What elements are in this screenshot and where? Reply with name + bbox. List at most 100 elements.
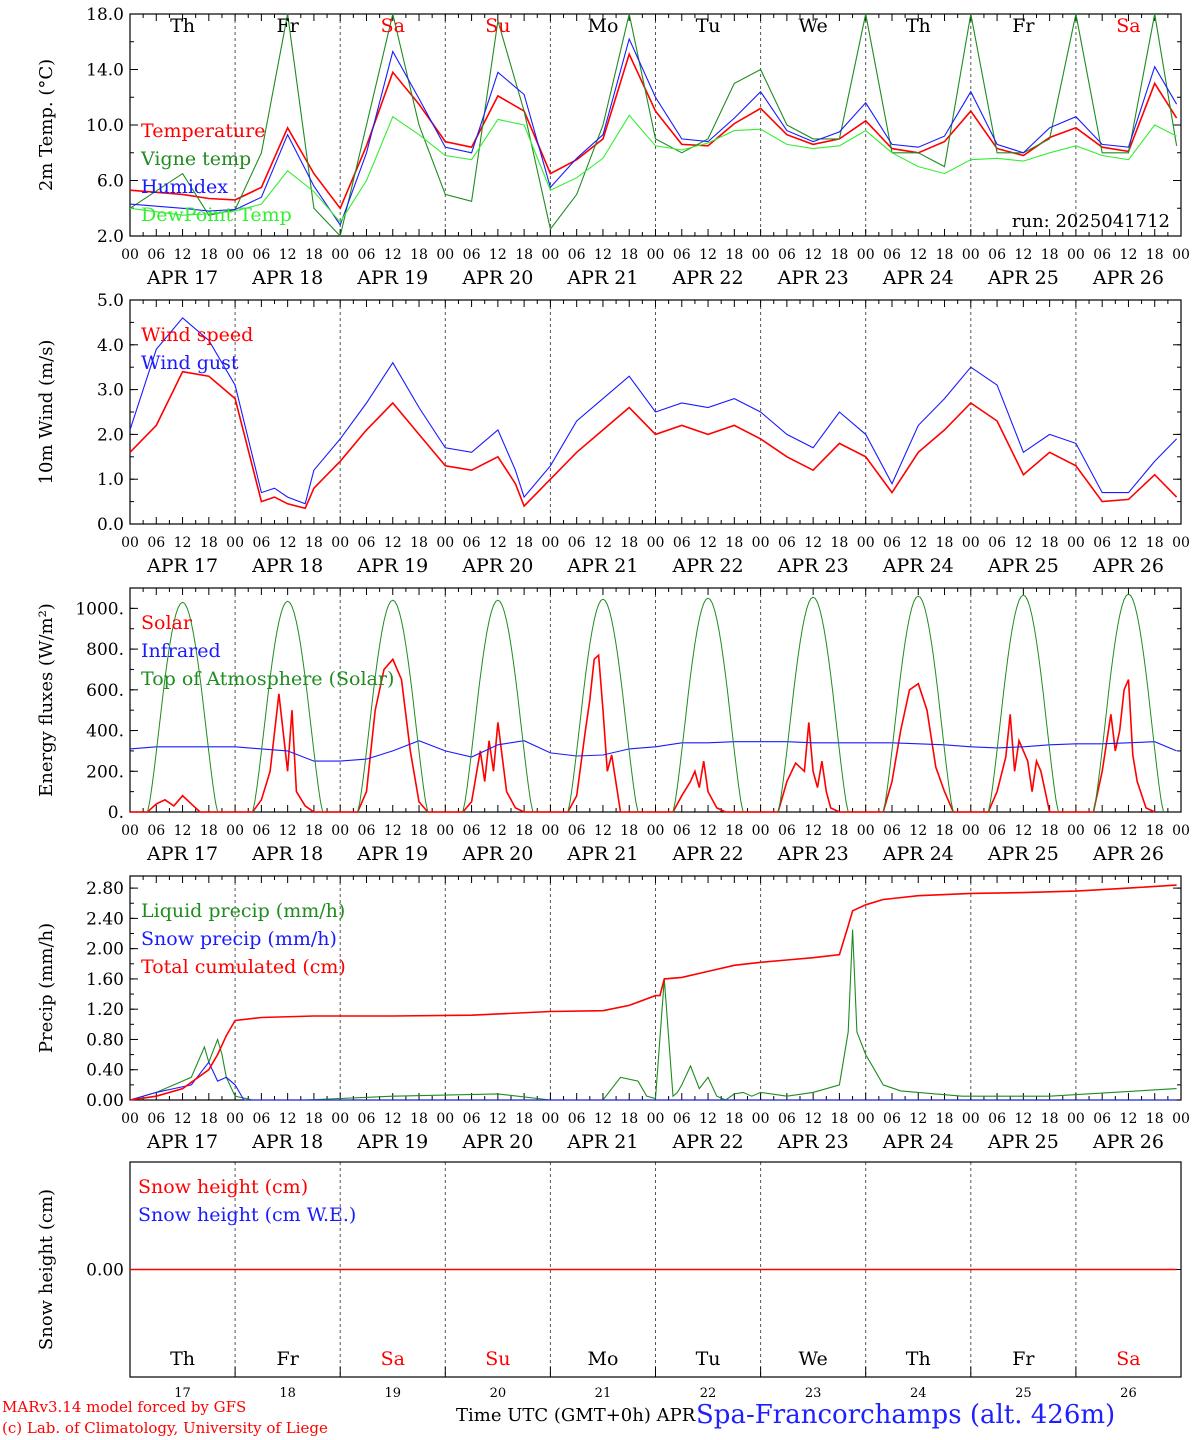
series-line-top-of-atmosphere-solar--day-7 — [777, 596, 849, 813]
y-tick-label: 2.00 — [86, 940, 124, 960]
hour-tick-label: 00 — [962, 247, 980, 263]
hour-tick-label: 12 — [909, 535, 927, 551]
hour-tick-label: 12 — [909, 823, 927, 839]
hour-tick-label: 12 — [489, 247, 507, 263]
date-label: APR 25 — [987, 843, 1059, 865]
hour-tick-label: 12 — [1014, 823, 1032, 839]
day-number-label: 18 — [279, 1386, 296, 1400]
hour-tick-label: 12 — [594, 247, 612, 263]
hour-tick-label: 00 — [962, 823, 980, 839]
date-label: APR 19 — [356, 555, 428, 577]
hour-tick-label: 06 — [883, 247, 901, 263]
hour-tick-label: 18 — [831, 247, 849, 263]
legend-entry: Infrared — [141, 640, 221, 662]
hour-tick-label: 18 — [515, 247, 533, 263]
legend-entry: Temperature — [141, 120, 265, 142]
hour-tick-label: 00 — [647, 247, 665, 263]
hour-tick-label: 18 — [725, 535, 743, 551]
y-tick-label: 2.40 — [86, 909, 124, 929]
date-label: APR 26 — [1092, 555, 1164, 577]
hour-tick-label: 00 — [857, 823, 875, 839]
hour-tick-label: 06 — [568, 823, 586, 839]
date-label: APR 17 — [146, 1131, 218, 1153]
hour-tick-label: 12 — [909, 247, 927, 263]
date-label: APR 21 — [566, 555, 638, 577]
hour-tick-label: 06 — [883, 535, 901, 551]
legend-entry: Snow precip (mm/h) — [141, 928, 337, 950]
date-label: APR 20 — [461, 843, 533, 865]
series-line-temperature — [129, 51, 1178, 210]
y-tick-label: 14.0 — [86, 61, 124, 81]
y-axis-label: Precip (mm/h) — [36, 923, 57, 1053]
series-line-top-of-atmosphere-solar--day-6 — [672, 597, 744, 813]
y-tick-label: 6.0 — [97, 172, 124, 192]
hour-tick-label: 12 — [489, 823, 507, 839]
day-number-label: 23 — [805, 1386, 822, 1400]
hour-tick-label: 18 — [515, 823, 533, 839]
y-tick-label: 1.0 — [97, 470, 124, 490]
date-label: APR 25 — [987, 555, 1059, 577]
panel-1: 2.0 6.0 10.0 14.0 18.0 2m Temp. (°C) Temperatu… — [36, 5, 1190, 289]
day-number-label: 21 — [595, 1386, 612, 1400]
day-number-label: 22 — [700, 1386, 717, 1400]
hour-tick-label: 12 — [1120, 247, 1138, 263]
hour-tick-label: 00 — [1172, 535, 1190, 551]
hour-tick-label: 18 — [936, 247, 954, 263]
date-label: APR 17 — [146, 555, 218, 577]
hour-tick-label: 18 — [831, 823, 849, 839]
hour-tick-label: 12 — [804, 823, 822, 839]
hour-tick-label: 18 — [725, 1111, 743, 1127]
hour-tick-label: 00 — [752, 823, 770, 839]
hour-tick-label: 00 — [1067, 1111, 1085, 1127]
hour-tick-label: 00 — [1067, 823, 1085, 839]
hour-tick-label: 06 — [673, 247, 691, 263]
hour-tick-label: 00 — [541, 823, 559, 839]
y-tick-label: 800. — [86, 640, 124, 660]
hour-tick-label: 00 — [436, 535, 454, 551]
hour-tick-label: 06 — [147, 535, 165, 551]
hour-tick-label: 12 — [384, 823, 402, 839]
y-tick-label: 10.0 — [86, 116, 124, 136]
hour-tick-label: 18 — [515, 535, 533, 551]
hour-tick-label: 06 — [778, 535, 796, 551]
hour-tick-label: 18 — [515, 1111, 533, 1127]
hour-tick-label: 18 — [200, 1111, 218, 1127]
day-label: Th — [170, 1348, 195, 1370]
hour-tick-label: 06 — [463, 1111, 481, 1127]
day-label: Sa — [381, 15, 405, 37]
hour-tick-label: 00 — [857, 535, 875, 551]
series-line-top-of-atmosphere-solar--day-4 — [462, 599, 534, 813]
date-label: APR 20 — [461, 267, 533, 289]
hour-tick-label: 18 — [1041, 535, 1059, 551]
y-tick-label: 600. — [86, 681, 124, 701]
hour-tick-label: 06 — [988, 1111, 1006, 1127]
hour-tick-label: 18 — [1041, 247, 1059, 263]
hour-tick-label: 06 — [988, 535, 1006, 551]
hour-tick-label: 06 — [358, 823, 376, 839]
date-label: APR 24 — [882, 1131, 954, 1153]
date-label: APR 17 — [146, 843, 218, 865]
hour-tick-label: 12 — [594, 1111, 612, 1127]
legend-entry: Humidex — [141, 176, 228, 198]
date-label: APR 26 — [1092, 267, 1164, 289]
hour-tick-label: 00 — [121, 535, 139, 551]
day-number-label: 17 — [174, 1386, 191, 1400]
date-label: APR 18 — [251, 555, 323, 577]
date-label: APR 21 — [566, 843, 638, 865]
panel-4: 0.00 0.40 0.80 1.20 1.60 2.00 2.40 2.80 Precip (… — [36, 875, 1190, 1153]
hour-tick-label: 06 — [883, 1111, 901, 1127]
date-label: APR 20 — [461, 1131, 533, 1153]
hour-tick-label: 06 — [673, 823, 691, 839]
hour-tick-label: 12 — [804, 535, 822, 551]
date-label: APR 23 — [777, 267, 849, 289]
legend-entry: Vigne temp — [140, 148, 251, 170]
hour-tick-label: 06 — [673, 1111, 691, 1127]
day-number-label: 25 — [1015, 1386, 1032, 1400]
hour-tick-label: 06 — [147, 823, 165, 839]
y-tick-label: 2.0 — [97, 227, 124, 247]
hour-tick-label: 12 — [699, 535, 717, 551]
legend-entry: Solar — [141, 612, 193, 634]
hour-tick-label: 06 — [1093, 1111, 1111, 1127]
y-tick-label: 3.0 — [97, 381, 124, 401]
hour-tick-label: 00 — [752, 247, 770, 263]
